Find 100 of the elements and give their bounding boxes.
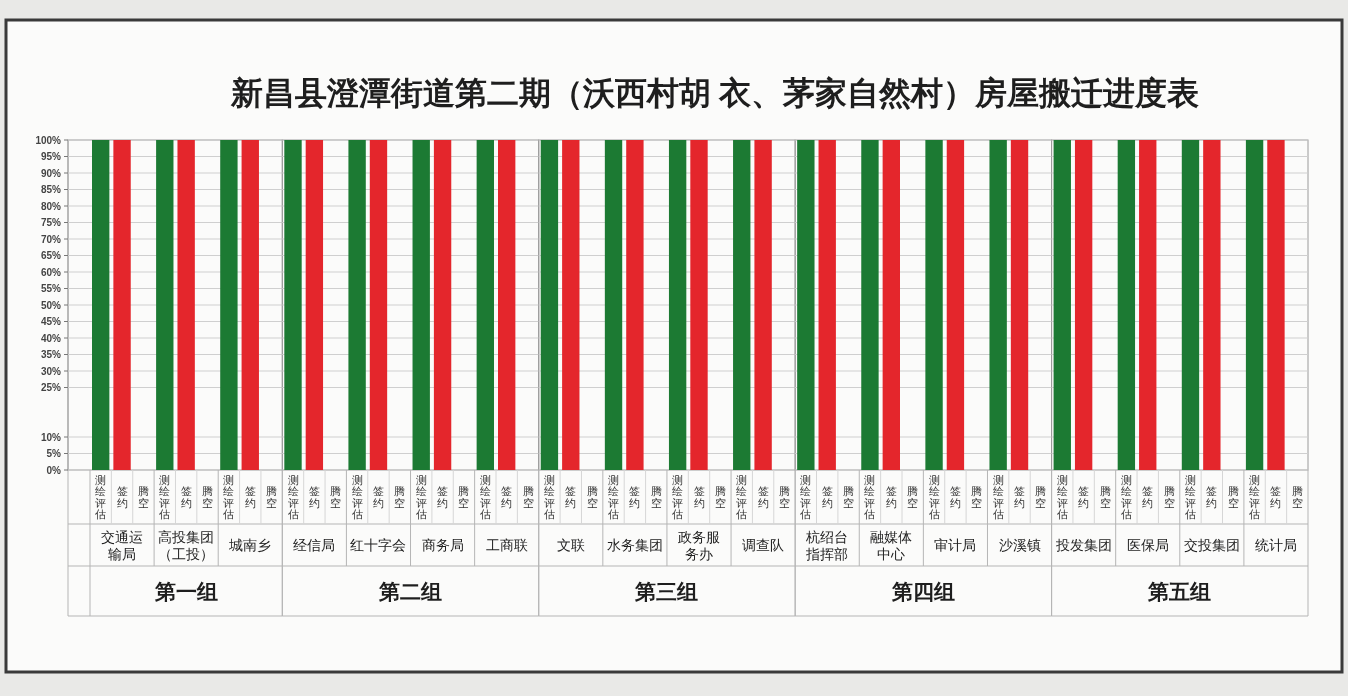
text: 签约 [1270, 485, 1282, 509]
text: 签约 [372, 485, 384, 509]
series-label: 测绘评估 [800, 473, 812, 521]
text: 测绘评估 [992, 473, 1004, 521]
text: 签约 [757, 485, 769, 509]
x-axis-title: 第四组 [890, 579, 955, 603]
series-label: 测绘评估 [1056, 473, 1068, 521]
x-tick-label: 商务局 [421, 537, 464, 553]
text: 测绘评估 [1184, 473, 1196, 521]
x-tick-label: 调查队 [742, 537, 785, 553]
text: 测绘评估 [351, 473, 363, 521]
y-tick-label: 70% [40, 233, 62, 245]
text: 测绘评估 [608, 473, 620, 521]
text: 腾空 [1227, 485, 1239, 509]
x-tick-label: 水务集团 [606, 537, 663, 553]
series-label: 签约 [565, 485, 577, 509]
x-tick-label: 政务服务办 [678, 528, 720, 562]
text: 腾空 [714, 485, 726, 509]
text: 腾空 [971, 485, 983, 509]
text: 腾空 [650, 485, 662, 509]
text: 腾空 [266, 485, 278, 509]
y-tick-label: 95% [40, 151, 62, 162]
text: 测绘评估 [223, 473, 235, 521]
y-tick-label: 40% [40, 332, 62, 344]
text: 腾空 [330, 485, 342, 509]
y-tick-label: 45% [40, 316, 62, 327]
x-tick-label: 工商联 [485, 537, 528, 553]
y-tick-label: 25% [40, 382, 62, 393]
x-tick-label: 投发集团 [1054, 537, 1112, 553]
text: 腾空 [843, 485, 855, 509]
x-axis-title: 第一组 [153, 579, 218, 603]
text: 签约 [629, 485, 641, 509]
text: 腾空 [137, 485, 149, 509]
text: 腾空 [202, 485, 214, 509]
x-tick-label: 医保局 [1126, 537, 1169, 553]
y-tick-label: 100% [35, 134, 62, 146]
text: 腾空 [586, 485, 598, 509]
text: 腾空 [1035, 485, 1047, 509]
y-tick-label: 50% [40, 299, 62, 311]
text: 测绘评估 [672, 473, 684, 521]
text: 腾空 [1291, 485, 1303, 509]
series-label: 测绘评估 [95, 473, 107, 521]
text: 签约 [1014, 485, 1026, 509]
y-tick-label: 55% [40, 283, 62, 294]
y-tick-label: 65% [40, 250, 62, 261]
y-tick-label: 5% [46, 448, 62, 459]
x-tick-label: 杭绍台指挥部 [805, 528, 849, 562]
x-axis-title: 第三组 [634, 579, 699, 603]
series-label: 签约 [308, 485, 320, 509]
y-tick-label: 75% [40, 217, 62, 228]
x-tick-label: 融媒体中心 [870, 528, 913, 562]
y-tick-label: 30% [40, 365, 62, 377]
text: 签约 [437, 485, 449, 509]
series-label: 签约 [1078, 485, 1090, 509]
y-tick-label: 80% [40, 200, 62, 212]
series-label: 签约 [116, 485, 128, 509]
series-label: 测绘评估 [287, 473, 299, 521]
x-tick-label: 红十字会 [350, 537, 407, 553]
text: 签约 [1206, 485, 1218, 509]
series-label: 签约 [821, 485, 833, 509]
text: 腾空 [1099, 485, 1111, 509]
text: 签约 [180, 485, 192, 509]
x-tick-label: 文联 [556, 537, 585, 553]
text: 签约 [949, 485, 961, 509]
text: 测绘评估 [928, 473, 940, 521]
text: 签约 [693, 485, 705, 509]
x-tick-label: 交通运输局 [101, 528, 144, 562]
y-tick-label: 10% [40, 431, 62, 443]
text: 新昌县澄潭街道第二期（沃西村胡 衣、茅家自然村）房屋搬迁进度表 [229, 75, 1200, 111]
x-tick-label: 高投集团（工投） [158, 528, 215, 562]
x-tick-label: 统计局 [1254, 537, 1297, 553]
x-tick-label: 审计局 [934, 537, 977, 553]
y-tick-label: 85% [40, 184, 62, 195]
text: 测绘评估 [415, 473, 427, 521]
x-axis-title: 第五组 [1147, 579, 1212, 603]
text: 测绘评估 [1120, 473, 1132, 521]
text: 测绘评估 [479, 473, 491, 521]
x-tick-label: 经信局 [293, 537, 336, 553]
text: 腾空 [907, 485, 919, 509]
text: 测绘评估 [159, 473, 171, 521]
y-tick-label: 35% [40, 349, 62, 360]
x-tick-label: 交投集团 [1183, 537, 1240, 553]
text: 签约 [244, 485, 256, 509]
text: 测绘评估 [1249, 473, 1261, 521]
text: 测绘评估 [736, 473, 748, 521]
series-label: 测绘评估 [543, 473, 555, 521]
x-axis-title: 第二组 [378, 579, 443, 603]
text: 腾空 [394, 485, 406, 509]
text: 签约 [501, 485, 513, 509]
text: 腾空 [458, 485, 470, 509]
text: 测绘评估 [864, 473, 876, 521]
x-tick-label: 沙溪镇 [998, 537, 1041, 553]
y-tick-label: 0% [46, 464, 62, 476]
text: 签约 [885, 485, 897, 509]
x-tick-label: 城南乡 [228, 537, 272, 553]
y-tick-label: 60% [40, 266, 62, 278]
text: 腾空 [1163, 485, 1175, 509]
text: 腾空 [778, 485, 790, 509]
text: 签约 [1142, 485, 1154, 509]
text: 腾空 [522, 485, 534, 509]
